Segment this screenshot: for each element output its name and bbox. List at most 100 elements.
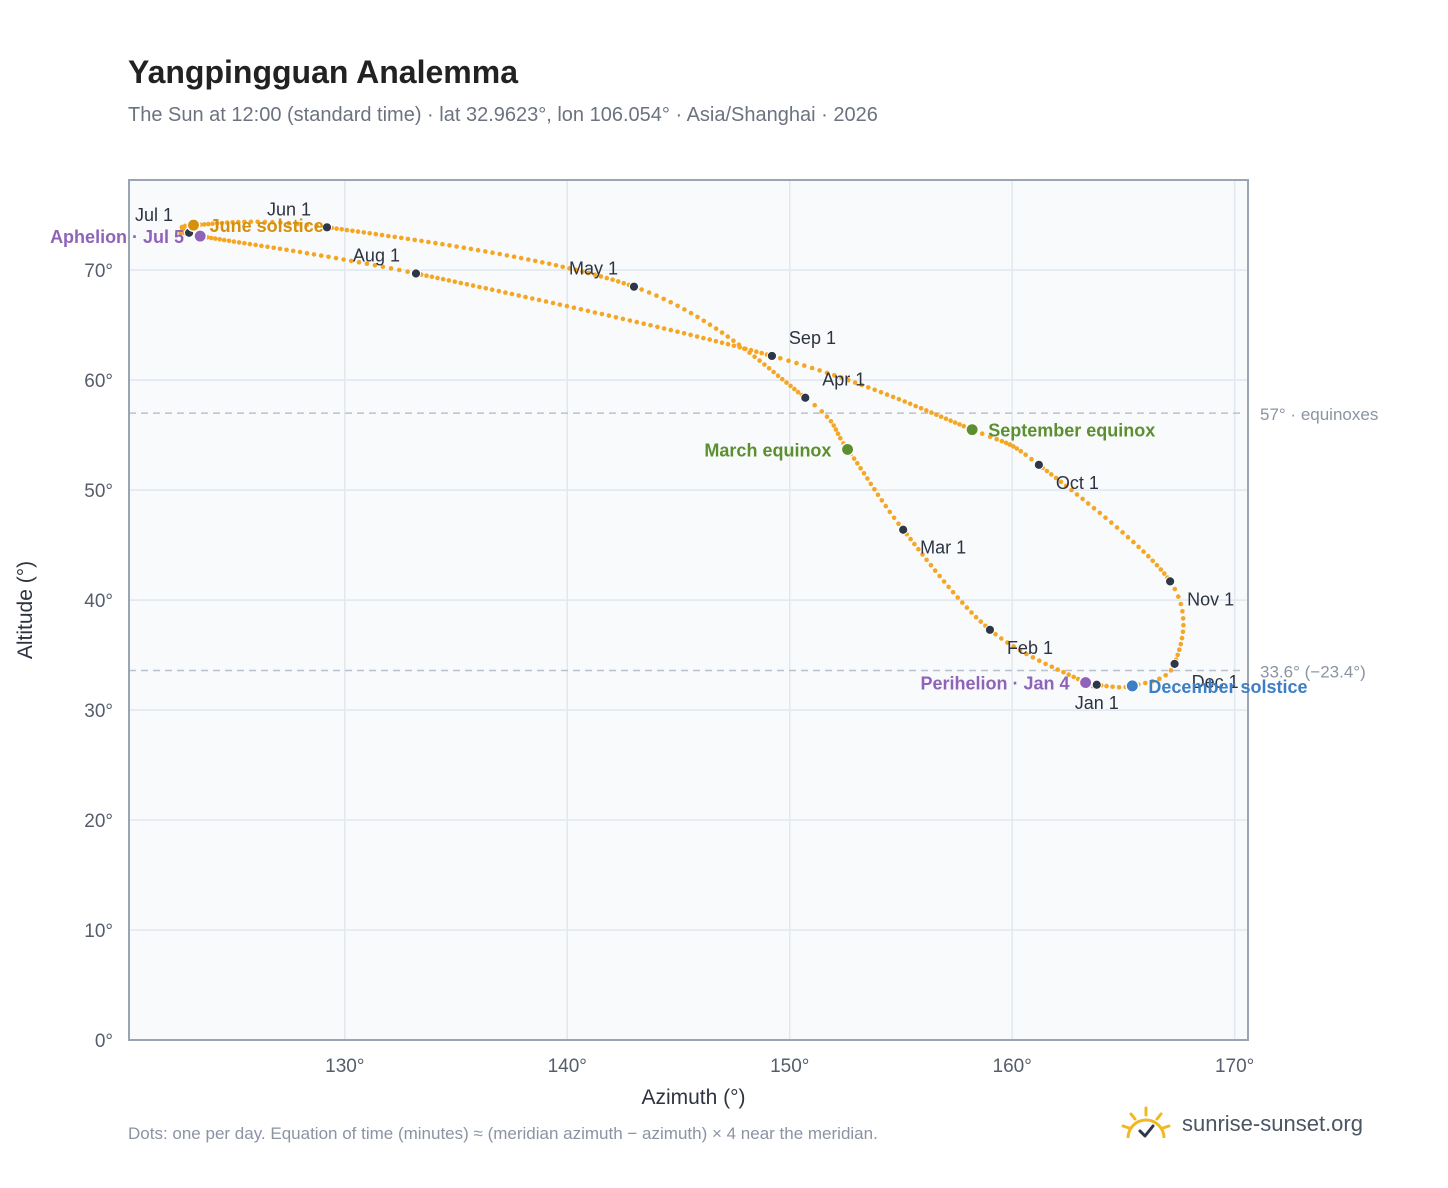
daily-dot: [1043, 661, 1048, 667]
month-marker: [766, 350, 778, 362]
daily-dot: [784, 380, 789, 385]
daily-dot: [446, 278, 452, 283]
daily-dot: [304, 250, 310, 256]
daily-dot: [379, 232, 385, 238]
daily-dot: [737, 345, 742, 350]
daily-dot: [883, 503, 889, 509]
daily-dot: [957, 422, 962, 427]
daily-dot: [994, 436, 999, 442]
daily-dot: [373, 231, 379, 237]
brand-logo[interactable]: sunrise-sunset.org: [1120, 1104, 1363, 1144]
daily-dot: [1011, 644, 1016, 649]
daily-dot: [483, 249, 488, 254]
daily-dot: [214, 221, 220, 226]
daily-dot: [490, 250, 495, 255]
daily-dot: [701, 335, 706, 341]
daily-dot: [397, 267, 402, 273]
daily-dot: [210, 221, 215, 226]
daily-dot: [688, 332, 693, 338]
daily-dot: [952, 420, 958, 425]
daily-dot: [341, 257, 346, 262]
daily-dot: [543, 299, 549, 304]
daily-dot: [1058, 479, 1064, 485]
daily-dot: [311, 252, 317, 257]
x-tick-label: 170°: [1215, 1056, 1254, 1077]
daily-dot: [865, 476, 870, 481]
daily-dot: [265, 244, 270, 250]
daily-dot: [372, 263, 378, 268]
month-marker: [1091, 679, 1102, 690]
daily-dot: [604, 275, 610, 281]
daily-dot: [757, 358, 762, 363]
event-marker: [1078, 675, 1093, 690]
daily-dot: [759, 350, 764, 356]
daily-dot: [1116, 685, 1122, 690]
daily-dot: [725, 334, 731, 339]
daily-dot: [1097, 510, 1103, 516]
event-marker: [840, 442, 855, 457]
daily-dot: [928, 562, 934, 568]
month-marker: [628, 281, 640, 292]
chart-subtitle: The Sun at 12:00 (standard time) · lat 3…: [128, 104, 878, 126]
daily-dot: [405, 236, 411, 242]
daily-dot: [731, 343, 737, 349]
daily-dot: [1014, 446, 1020, 451]
daily-dot: [916, 546, 921, 552]
daily-dot: [550, 300, 556, 306]
daily-dot: [912, 541, 917, 547]
daily-dot: [1007, 442, 1013, 447]
daily-dot: [526, 257, 531, 262]
daily-dot: [809, 365, 815, 371]
daily-dot: [668, 327, 674, 333]
daily-dot: [961, 423, 967, 429]
daily-dot: [1177, 647, 1182, 652]
daily-dot: [461, 245, 467, 250]
daily-dot: [1157, 676, 1162, 682]
daily-dot: [1085, 501, 1091, 506]
daily-dot: [314, 223, 320, 229]
daily-dot: [610, 277, 615, 283]
y-tick-label: 0°: [95, 1031, 113, 1052]
daily-dot: [1049, 664, 1055, 670]
event-label: March equinox: [704, 440, 831, 460]
daily-dot: [1110, 684, 1115, 690]
daily-dot: [1066, 672, 1071, 677]
daily-dot: [851, 456, 857, 461]
daily-dot: [1181, 622, 1186, 628]
daily-dot: [937, 573, 942, 579]
daily-dot: [523, 294, 528, 300]
daily-dot: [536, 297, 542, 303]
daily-dot: [872, 487, 877, 492]
daily-dot: [217, 237, 222, 242]
daily-dot: [1180, 616, 1186, 621]
daily-dot: [356, 260, 362, 265]
daily-dot: [875, 492, 881, 498]
y-tick-label: 10°: [84, 921, 113, 942]
event-marker: [193, 229, 208, 244]
daily-dot: [533, 258, 538, 264]
daily-dot: [236, 240, 242, 245]
daily-dot: [578, 307, 584, 312]
daily-dot: [846, 377, 851, 383]
daily-dot: [648, 323, 653, 328]
daily-dot: [788, 383, 793, 389]
daily-dot: [1178, 641, 1184, 647]
daily-dot: [424, 273, 429, 279]
daily-dot: [646, 290, 652, 295]
daily-dot: [202, 222, 207, 227]
daily-dot: [435, 275, 440, 281]
daily-dot: [489, 287, 495, 293]
daily-dot: [350, 228, 355, 234]
event-label: September equinox: [988, 421, 1155, 441]
daily-dot: [929, 410, 934, 415]
daily-dot: [1179, 635, 1185, 641]
daily-dot: [1044, 468, 1050, 474]
daily-dot: [213, 236, 218, 241]
daily-dot: [924, 557, 929, 563]
month-marker: [321, 222, 333, 233]
daily-dot: [270, 219, 275, 225]
daily-dot: [858, 466, 863, 471]
daily-dot: [615, 279, 621, 284]
daily-dot: [290, 248, 296, 254]
daily-dot: [999, 636, 1004, 641]
